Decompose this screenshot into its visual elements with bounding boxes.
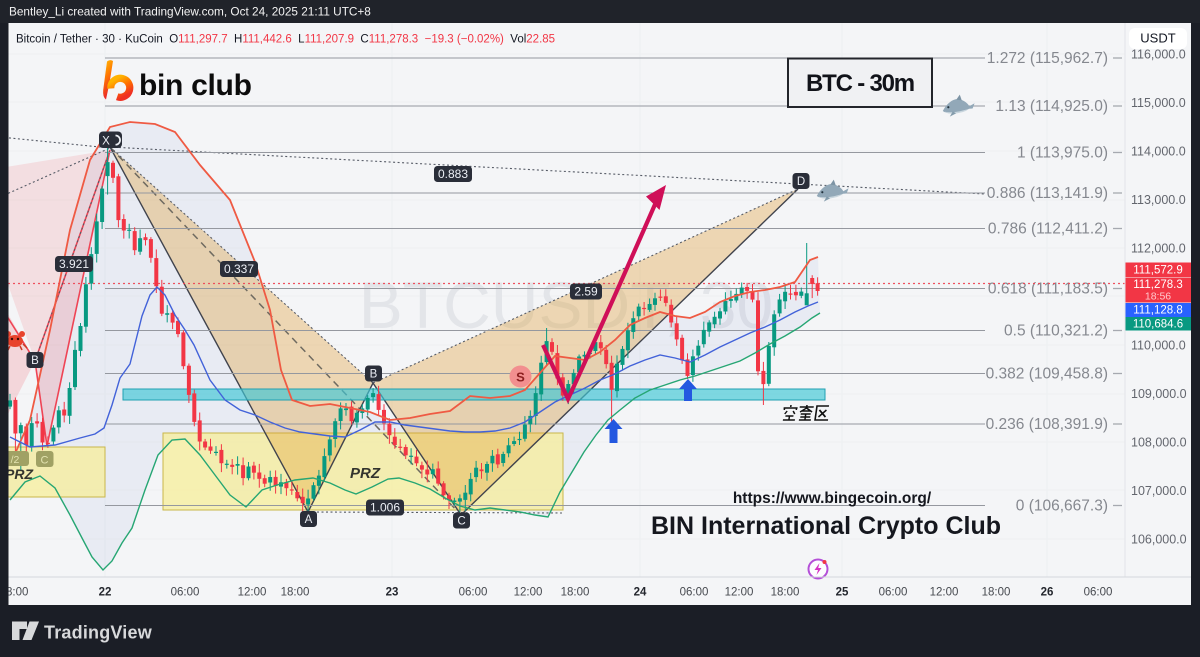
svg-text:18:00: 18:00 (982, 587, 1011, 599)
svg-text:111,572.9: 111,572.9 (1133, 265, 1182, 277)
svg-text:18:00: 18:00 (561, 587, 590, 599)
svg-text:06:00: 06:00 (1084, 587, 1113, 599)
svg-text:1.006: 1.006 (370, 501, 400, 515)
svg-text:0.337: 0.337 (224, 262, 254, 276)
svg-text:23: 23 (386, 587, 399, 599)
svg-text:BIN International Crypto Club: BIN International Crypto Club (651, 512, 1001, 540)
svg-text:Bitcoin / Tether · 30 · KuCoin: Bitcoin / Tether · 30 · KuCoin O111,297.… (16, 34, 555, 46)
svg-text:12:00: 12:00 (238, 587, 267, 599)
svg-text:06:00: 06:00 (171, 587, 200, 599)
svg-text:bin club: bin club (139, 69, 252, 102)
svg-text:0.618 (111,183.5): 0.618 (111,183.5) (988, 281, 1108, 298)
svg-text:116,000.0: 116,000.0 (1131, 48, 1186, 62)
svg-text:1 (113,975.0): 1 (113,975.0) (1017, 145, 1108, 162)
svg-text:108,000.0: 108,000.0 (1131, 436, 1187, 450)
svg-text:PRZ: PRZ (5, 466, 33, 482)
svg-text:111,278.3: 111,278.3 (1133, 279, 1182, 291)
svg-text:18:00: 18:00 (281, 587, 310, 599)
svg-text:109,000.0: 109,000.0 (1131, 387, 1187, 401)
svg-text:Bentley_Li created with Tradin: Bentley_Li created with TradingView.com,… (9, 5, 371, 19)
svg-text:24: 24 (634, 587, 647, 599)
svg-text:USDT: USDT (1140, 31, 1175, 46)
svg-text:0.883: 0.883 (438, 167, 468, 181)
svg-text:PRZ: PRZ (350, 465, 381, 482)
svg-text:06:00: 06:00 (879, 587, 908, 599)
svg-text:B: B (370, 369, 378, 381)
svg-text:12:00: 12:00 (930, 587, 959, 599)
svg-text:18:56: 18:56 (1145, 291, 1171, 303)
svg-text:113,000.0: 113,000.0 (1131, 193, 1186, 207)
svg-text:1.13 (114,925.0): 1.13 (114,925.0) (995, 98, 1108, 115)
svg-text:06:00: 06:00 (680, 587, 709, 599)
svg-text:B: B (31, 355, 39, 367)
svg-text:S: S (516, 370, 525, 385)
svg-text:114,000.0: 114,000.0 (1131, 145, 1186, 159)
svg-text:22: 22 (99, 587, 112, 599)
svg-text:0.382 (109,458.8): 0.382 (109,458.8) (986, 366, 1108, 383)
svg-text:0.886 (113,141.9): 0.886 (113,141.9) (987, 185, 1108, 202)
svg-text:BTC - 30m: BTC - 30m (806, 70, 914, 97)
svg-text:0.5 (110,321.2): 0.5 (110,321.2) (1004, 323, 1108, 340)
svg-text:110,684.6: 110,684.6 (1133, 319, 1183, 331)
svg-text:26: 26 (1041, 587, 1054, 599)
svg-text:111,128.8: 111,128.8 (1133, 305, 1182, 317)
svg-text:0.236 (108,391.9): 0.236 (108,391.9) (986, 416, 1108, 433)
svg-text:18:00: 18:00 (771, 587, 800, 599)
svg-text:https://www.bingecoin.org/: https://www.bingecoin.org/ (733, 490, 932, 507)
svg-text:115,000.0: 115,000.0 (1131, 96, 1186, 110)
svg-text:12:00: 12:00 (514, 587, 543, 599)
svg-text:06:00: 06:00 (459, 587, 488, 599)
svg-text:112,000.0: 112,000.0 (1131, 242, 1186, 256)
svg-text:X: X (102, 136, 110, 148)
svg-text:C: C (457, 516, 465, 528)
svg-text:TradingView: TradingView (44, 623, 153, 643)
svg-text:3.921: 3.921 (59, 257, 89, 271)
svg-text:2.59: 2.59 (574, 285, 598, 299)
svg-text:C: C (41, 455, 49, 467)
svg-text:12:00: 12:00 (725, 587, 754, 599)
svg-text:0.786 (112,411.2): 0.786 (112,411.2) (988, 221, 1108, 238)
svg-text:106,000.0: 106,000.0 (1131, 533, 1187, 547)
svg-text:A: A (305, 514, 313, 526)
svg-text:0 (106,667.3): 0 (106,667.3) (1016, 498, 1108, 515)
svg-text:D: D (797, 176, 805, 188)
svg-text:/2: /2 (11, 454, 20, 466)
svg-text:25: 25 (836, 587, 849, 599)
svg-text:110,000.0: 110,000.0 (1131, 339, 1186, 353)
svg-text:107,000.0: 107,000.0 (1131, 484, 1187, 498)
svg-text:1.272 (115,962.7): 1.272 (115,962.7) (987, 50, 1108, 67)
